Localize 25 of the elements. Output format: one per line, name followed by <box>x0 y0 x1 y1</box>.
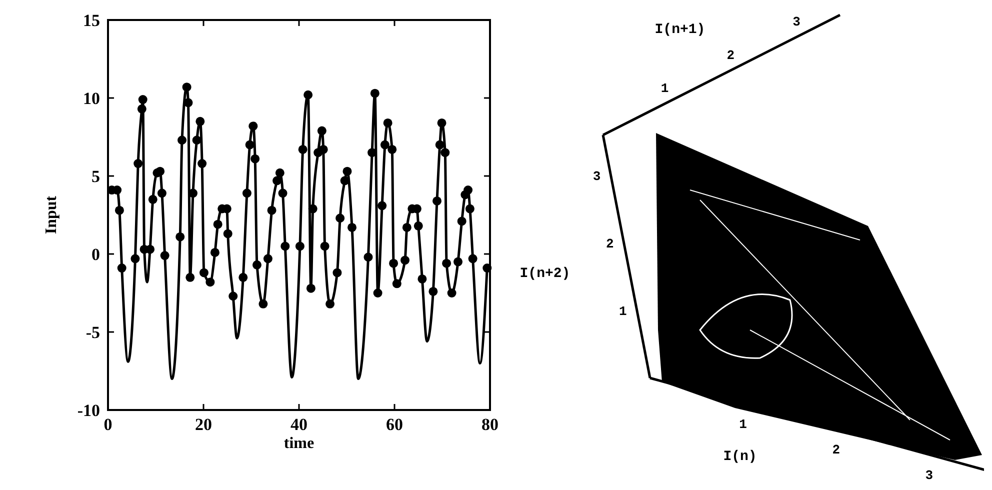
y-tick-label: -5 <box>86 322 100 342</box>
y-axis-title: Input <box>43 195 60 234</box>
text: 1 <box>739 417 748 432</box>
text: I(n+1) <box>654 22 706 38</box>
y-tick-label: 5 <box>92 166 100 186</box>
x-tick-label: 80 <box>482 415 498 434</box>
text: I(n) <box>723 448 757 465</box>
text: 3 <box>925 468 934 484</box>
x-tick-label: 40 <box>290 415 308 434</box>
x-axis-title: time <box>284 435 314 452</box>
y-tick-label: 15 <box>83 10 100 30</box>
y-tick-label: 10 <box>83 88 100 108</box>
x-tick-label: 20 <box>195 415 212 434</box>
text: 2 <box>832 442 840 458</box>
x-tick-label: 0 <box>104 415 112 434</box>
text: 3 <box>592 169 601 184</box>
text: 3 <box>792 14 801 30</box>
text: 1 <box>619 304 628 320</box>
y-tick-label: 0 <box>92 244 100 264</box>
text: I(n+2) <box>520 266 570 282</box>
text: 2 <box>606 236 614 252</box>
y-tick-label: -10 <box>77 400 100 420</box>
text: 1 <box>660 81 669 96</box>
x-tick-label: 60 <box>386 415 403 434</box>
text: 2 <box>726 48 735 63</box>
